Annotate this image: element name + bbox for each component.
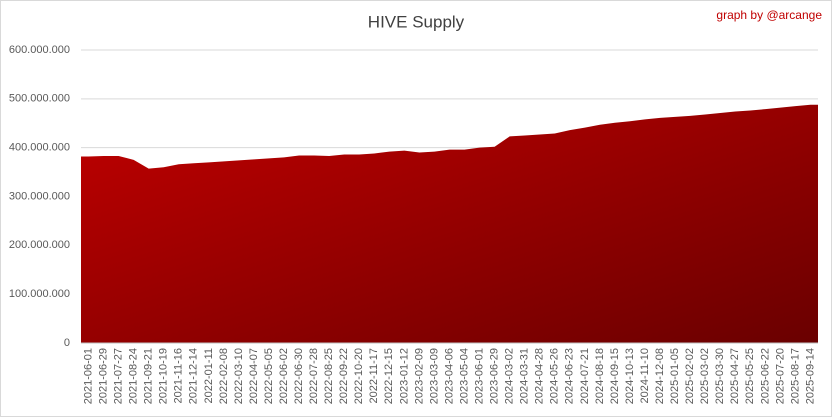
area	[81, 104, 818, 344]
x-tick-label: 2023-02-09	[413, 348, 425, 404]
x-tick-label: 2025-04-27	[729, 348, 741, 404]
x-tick-label: 2022-05-05	[263, 348, 275, 404]
x-tick-label: 2022-07-28	[308, 348, 320, 404]
x-tick-label: 2022-10-20	[353, 348, 365, 404]
y-tick-label: 300.000.000	[9, 190, 70, 202]
chart-title: HIVE Supply	[368, 12, 465, 31]
x-tick-label: 2024-03-02	[504, 348, 516, 404]
x-tick-label: 2025-08-17	[789, 348, 801, 404]
y-tick-label: 600.000.000	[9, 44, 70, 56]
x-tick-label: 2021-11-16	[173, 348, 185, 403]
x-tick-label: 2022-06-30	[293, 348, 305, 404]
y-tick-label: 400.000.000	[9, 142, 70, 154]
x-tick-label: 2022-12-15	[383, 348, 395, 404]
x-tick-label: 2024-10-13	[624, 348, 636, 404]
credit: graph by @arcange	[716, 8, 822, 22]
x-tick-label: 2024-03-31	[519, 348, 531, 404]
x-tick-label: 2023-01-12	[398, 348, 410, 404]
x-tick-label: 2022-02-08	[218, 348, 230, 404]
x-tick-label: 2022-09-22	[338, 348, 350, 404]
x-tick-label: 2021-10-19	[158, 348, 170, 404]
x-tick-label: 2025-03-30	[714, 348, 726, 404]
x-tick-label: 2022-11-17	[368, 348, 380, 403]
x-tick-label: 2025-05-25	[744, 348, 756, 404]
x-tick-label: 2022-08-25	[323, 348, 335, 404]
y-tick-label: 100.000.000	[9, 288, 70, 300]
x-tick-label: 2021-08-24	[128, 348, 140, 404]
y-tick-label: 200.000.000	[9, 239, 70, 251]
x-tick-label: 2021-12-14	[188, 348, 200, 404]
x-tick-label: 2021-06-01	[82, 348, 94, 404]
x-tick-label: 2023-03-09	[428, 348, 440, 404]
x-tick-label: 2022-01-11	[203, 348, 215, 403]
x-tick-label: 2024-06-23	[564, 348, 576, 404]
x-tick-label: 2024-04-28	[534, 348, 546, 404]
x-tick-label: 2025-03-02	[699, 348, 711, 404]
x-tick-label: 2024-07-21	[579, 348, 591, 404]
x-tick-label: 2025-01-05	[669, 348, 681, 404]
x-tick-label: 2021-06-29	[97, 348, 109, 404]
x-tick-label: 2023-06-29	[489, 348, 501, 404]
x-tick-label: 2023-05-04	[458, 348, 470, 404]
y-tick-label: 500.000.000	[9, 93, 70, 105]
x-tick-label: 2024-08-18	[594, 348, 606, 404]
y-tick-label: 0	[64, 337, 70, 349]
x-tick-label: 2024-05-26	[549, 348, 561, 404]
x-tick-label: 2024-09-15	[609, 348, 621, 404]
x-tick-label: 2022-06-02	[278, 348, 290, 404]
x-tick-label: 2025-09-14	[804, 348, 816, 404]
x-tick-label: 2021-09-21	[143, 348, 155, 404]
x-tick-label: 2021-07-27	[113, 348, 125, 404]
x-tick-label: 2024-12-08	[654, 348, 666, 404]
x-tick-label: 2022-04-07	[248, 348, 260, 404]
x-tick-label: 2025-02-02	[684, 348, 696, 404]
x-tick-label: 2023-04-06	[443, 348, 455, 404]
x-tick-label: 2024-11-10	[639, 348, 651, 403]
x-tick-label: 2025-07-20	[774, 348, 786, 404]
x-tick-label: 2022-03-10	[233, 348, 245, 404]
x-tick-label: 2023-06-01	[473, 348, 485, 404]
x-tick-label: 2025-06-22	[759, 348, 771, 404]
